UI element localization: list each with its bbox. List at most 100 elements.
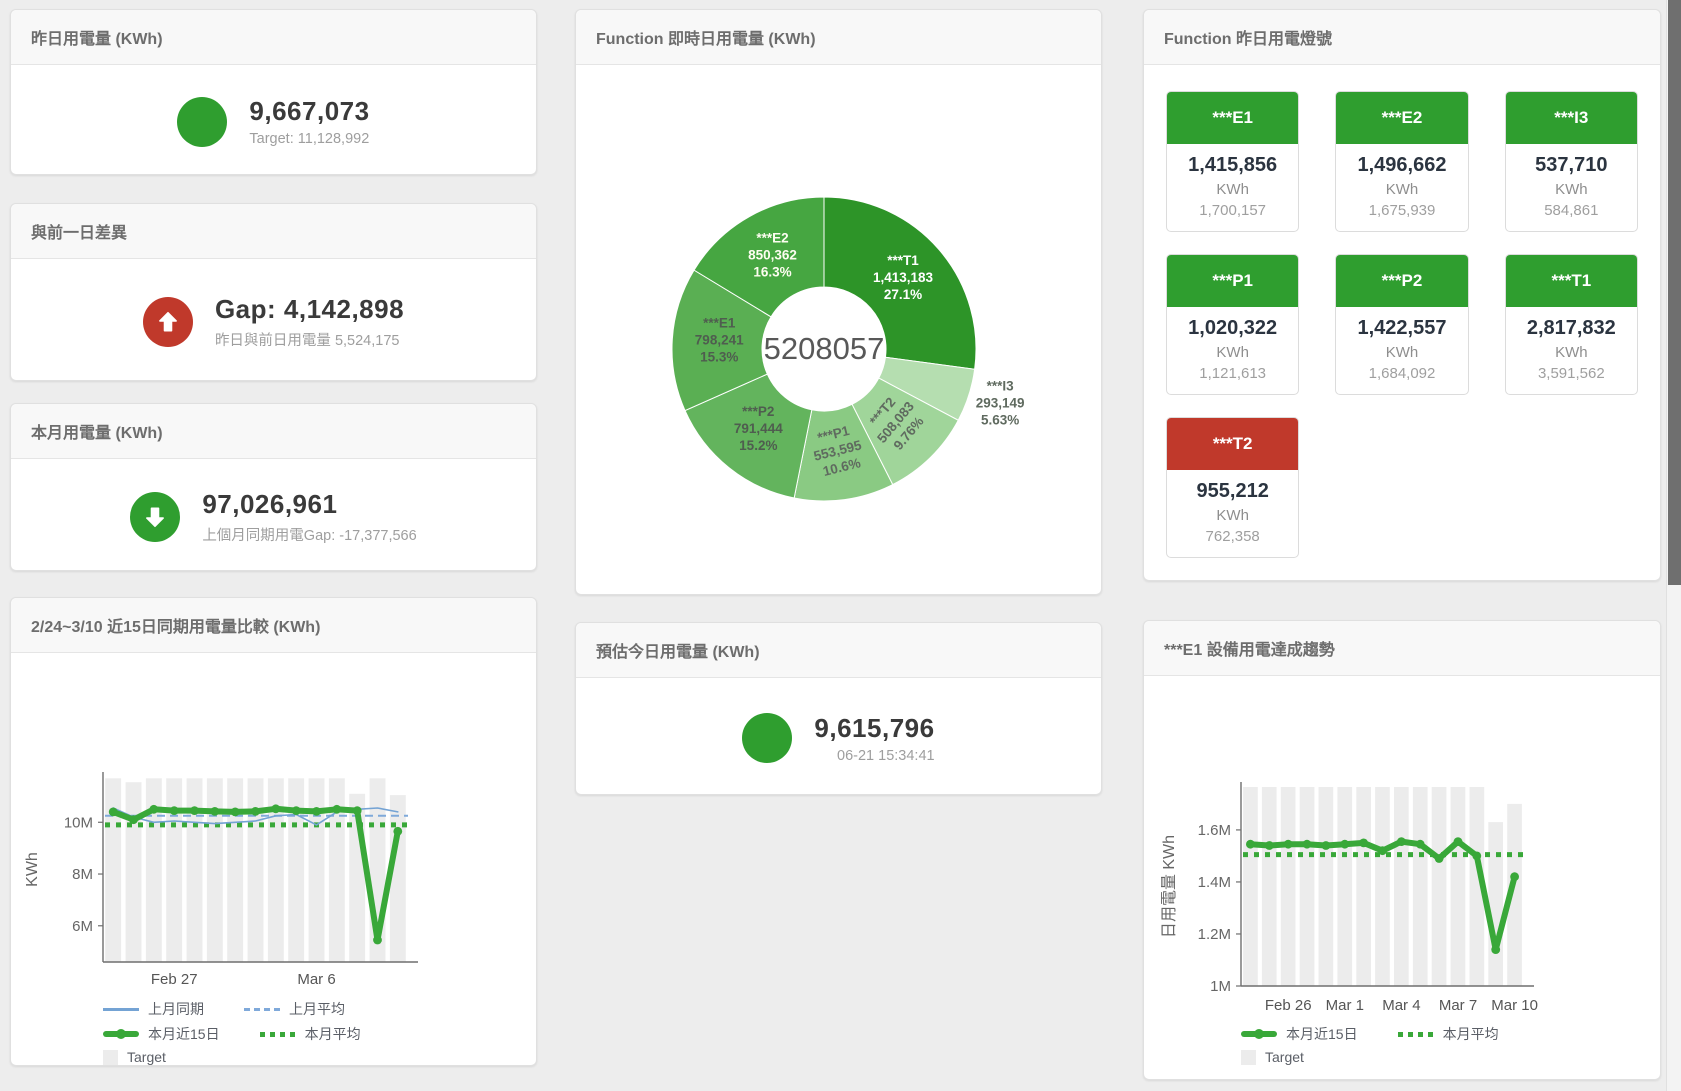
legend-item-本月近15日[interactable]: 本月近15日: [1241, 1024, 1358, 1044]
donut-label-I3: ***I3 293,149 5.63%: [976, 379, 1025, 428]
legend-item-上月平均[interactable]: 上月平均: [244, 999, 345, 1019]
day-gap-subtitle: 昨日與前日用電量 5,524,175: [214, 332, 400, 349]
month-usage-gap: 上個月同期用電Gap: -17,377,566: [202, 527, 417, 544]
lamp-tile-previous: 1,121,613: [1199, 365, 1267, 382]
lamp-tile-label: ***T1: [1505, 255, 1637, 307]
legend-label: Target: [1265, 1049, 1304, 1065]
legend-marker-dot: [116, 1029, 126, 1039]
y-tick-label: 1.2M: [1198, 926, 1231, 943]
yesterday-usage-value: 9,667,073: [249, 96, 370, 126]
lamp-tile-body: 1,496,662 KWh 1,675,939: [1336, 144, 1467, 231]
card-gap-title: 與前一日差異: [11, 204, 536, 259]
legend-row: 本月近15日 本月平均: [1241, 1024, 1660, 1044]
card-yesterday-title: 昨日用電量 (KWh): [11, 10, 536, 65]
lamp-tile-label: ***E1: [1167, 92, 1299, 144]
legend-row: Target: [1241, 1049, 1660, 1065]
comparison-chart-legend: 上月同期 上月平均本月近15日 本月平均 Target: [103, 999, 536, 1065]
lamp-tile-label: ***E2: [1336, 92, 1468, 144]
card-15day-comparison-chart: 2/24~3/10 近15日同期用電量比較 (KWh) 6M 8M 10M Feb 2…: [10, 597, 537, 1066]
lamp-tile-value: 537,710: [1535, 154, 1608, 176]
lamp-tile-unit: KWh: [1216, 507, 1249, 524]
legend-swatch-solid: [103, 1007, 139, 1011]
series-markers-本月近15日: [1246, 837, 1519, 954]
card-yesterday-usage: 昨日用電量 (KWh) 9,667,073 Target: 11,128,992: [10, 9, 537, 175]
legend-label: 本月近15日: [1286, 1026, 1358, 1042]
lamp-tile-body: 955,212 KWh 762,358: [1167, 470, 1298, 557]
yesterday-usage-target: Target: 11,128,992: [249, 131, 370, 147]
legend-label: 本月近15日: [148, 1026, 220, 1042]
lamp-tile-E2: ***E2 1,496,662 KWh 1,675,939: [1335, 91, 1469, 232]
legend-row: 本月近15日 本月平均: [103, 1024, 536, 1044]
donut-slice-E2[interactable]: [693, 196, 825, 318]
donut-label-E1: ***E1 798,241 15.3%: [695, 315, 744, 364]
lamp-tile-value: 1,020,322: [1188, 317, 1278, 339]
lamp-tile-body: 1,020,322 KWh 1,121,613: [1167, 307, 1298, 394]
estimated-today-value: 9,615,796: [814, 712, 935, 743]
y-axis-title: KWh: [24, 852, 41, 887]
legend-label: 本月平均: [304, 1026, 361, 1042]
legend-item-本月平均[interactable]: 本月平均: [259, 1024, 361, 1044]
lamp-tile-previous: 762,358: [1205, 528, 1260, 545]
legend-item-上月同期[interactable]: 上月同期: [103, 999, 204, 1019]
y-tick-label: 8M: [72, 866, 93, 883]
e1-trend-line-chart[interactable]: 1M 1.2M 1.4M 1.6M Feb 26 Mar 1 Mar 4 Mar 7 Mar 1…: [1144, 676, 1660, 1022]
lamp-tile-body: 537,710 KWh 584,861: [1506, 144, 1637, 231]
lamp-tile-grid: ***E1 1,415,856 KWh 1,700,157 ***E2 1,496,662…: [1144, 65, 1660, 584]
card-estimated-today: 預估今日用電量 (KWh) 9,615,796 06-21 15:34:41: [575, 622, 1102, 795]
donut-center-total: 5208057: [764, 331, 885, 366]
card-day-gap: 與前一日差異 Gap: 4,142,898 昨日與前日用電量 5,524,175: [10, 203, 537, 381]
legend-item-Target[interactable]: Target: [1241, 1049, 1304, 1065]
lamp-tile-unit: KWh: [1385, 181, 1419, 198]
legend-marker-dot: [1254, 1029, 1264, 1039]
card-month-usage: 本月用電量 (KWh) 97,026,961 上個月同期用電Gap: -17,3…: [10, 403, 537, 571]
lamp-tile-body: 1,415,856 KWh 1,700,157: [1167, 144, 1298, 231]
legend-label: 本月平均: [1442, 1026, 1499, 1042]
lamp-tile-previous: 1,684,092: [1368, 365, 1436, 382]
lamp-tile-unit: KWh: [1555, 181, 1588, 198]
x-tick-label: Feb 26: [1265, 997, 1312, 1014]
x-tick-label: Mar 7: [1439, 997, 1477, 1014]
y-tick-label: 1.4M: [1198, 874, 1231, 891]
donut-slice-P2[interactable]: [684, 373, 813, 499]
lamp-tile-unit: KWh: [1216, 344, 1249, 361]
trend-chart-legend: 本月近15日 本月平均 Target: [1241, 1024, 1660, 1065]
x-tick-label: Mar 1: [1326, 997, 1364, 1014]
lamp-tile-previous: 1,675,939: [1368, 202, 1436, 219]
vertical-scrollbar-track[interactable]: [1666, 0, 1681, 1091]
lamp-tile-value: 1,422,557: [1357, 317, 1447, 339]
lamp-tile-label: ***P2: [1336, 255, 1468, 307]
comparison-line-chart[interactable]: 6M 8M 10M Feb 27 Mar 6 KWh: [11, 653, 536, 997]
legend-swatch-solid: [1241, 1029, 1277, 1039]
lamp-tile-label: ***I3: [1505, 92, 1637, 144]
legend-label: Target: [127, 1049, 166, 1065]
legend-label: 上月平均: [289, 1001, 345, 1017]
card-donut-title: Function 即時日用電量 (KWh): [576, 10, 1101, 65]
x-tick-label: Feb 27: [151, 971, 198, 988]
donut-label-E2: ***E2 850,362 16.3%: [748, 230, 797, 279]
lamp-tile-T1: ***T1 2,817,832 KWh 3,591,562: [1504, 254, 1638, 395]
lamp-tile-unit: KWh: [1216, 181, 1249, 198]
legend-item-本月平均[interactable]: 本月平均: [1397, 1024, 1499, 1044]
x-tick-label: Mar 4: [1382, 997, 1420, 1014]
legend-swatch-square: [103, 1049, 118, 1065]
y-axis-title: 日用電量 KWh: [1161, 835, 1178, 938]
legend-swatch-dotted: [259, 1031, 296, 1037]
function-usage-donut-chart[interactable]: ***T1 1,413,183 27.1%***I3 293,149 5.63%***T…: [576, 65, 1101, 598]
legend-item-Target[interactable]: Target: [103, 1049, 166, 1065]
legend-item-本月近15日[interactable]: 本月近15日: [103, 1024, 220, 1044]
legend-row: Target: [103, 1049, 536, 1065]
status-green-circle-icon: [742, 713, 793, 763]
status-red-circle: [142, 296, 193, 347]
lamp-tile-value: 955,212: [1196, 480, 1269, 502]
card-estimate-title: 預估今日用電量 (KWh): [576, 623, 1101, 678]
lamp-tile-previous: 1,700,157: [1199, 202, 1267, 219]
lamp-tile-label: ***T2: [1167, 418, 1299, 470]
donut-slice-E1[interactable]: [671, 269, 772, 412]
target-bars: [105, 778, 406, 962]
y-tick-label: 10M: [64, 814, 93, 831]
legend-swatch-solid: [103, 1029, 139, 1039]
arrow-up-icon: [159, 311, 177, 331]
vertical-scrollbar-thumb[interactable]: [1668, 0, 1681, 585]
lamp-tile-unit: KWh: [1385, 344, 1419, 361]
donut-slice-T1[interactable]: [823, 196, 977, 370]
